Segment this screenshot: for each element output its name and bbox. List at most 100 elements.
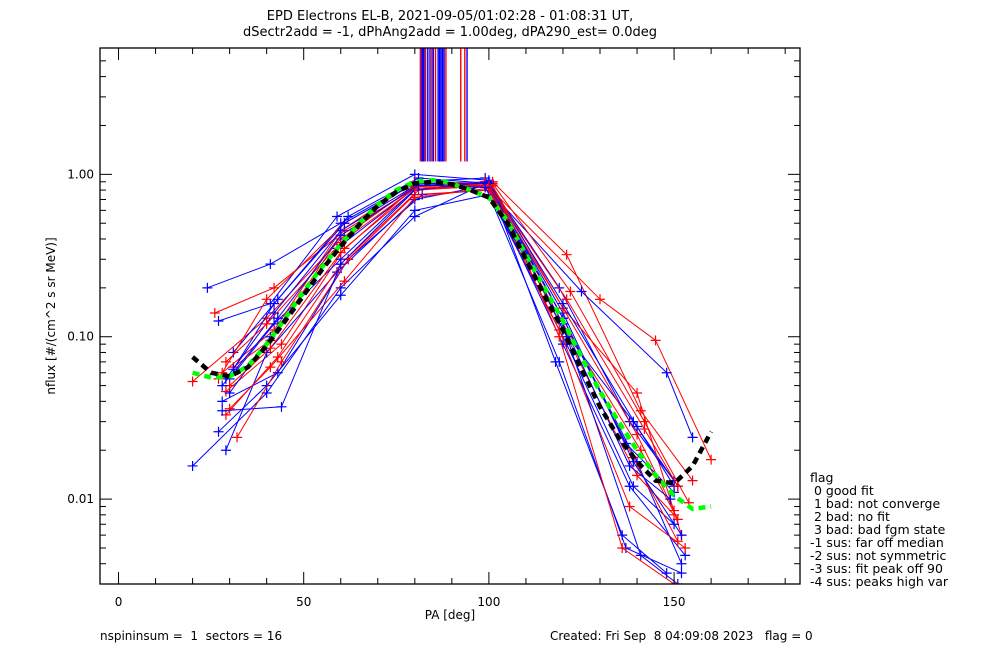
series-line xyxy=(225,185,682,536)
data-point-plus xyxy=(632,388,643,399)
series-line xyxy=(229,181,686,556)
data-point-plus xyxy=(576,286,587,297)
series-line xyxy=(218,182,675,511)
data-point-plus xyxy=(261,380,272,391)
data-point-plus xyxy=(639,424,650,435)
series-spectrum-15 xyxy=(220,176,683,547)
y-axis-label: nflux [#/(cm^2 s sr MeV)] xyxy=(44,237,58,394)
data-point-plus xyxy=(272,313,283,324)
legend-entry: -3 sus: fit peak off 90 xyxy=(810,561,943,576)
series-spectrum-20 xyxy=(217,176,683,584)
data-point-plus xyxy=(672,481,683,492)
data-point-plus xyxy=(628,481,639,492)
legend-entry: 1 bad: not converge xyxy=(810,496,940,511)
data-point-plus xyxy=(561,294,572,305)
data-point-plus xyxy=(276,356,287,367)
data-point-plus xyxy=(706,454,717,465)
series-line xyxy=(218,194,675,525)
series-spectrum-19 xyxy=(213,178,680,516)
series-line xyxy=(225,185,682,574)
vertical-markers xyxy=(419,48,468,162)
data-point-plus xyxy=(635,550,646,561)
legend-title: flag xyxy=(810,470,833,485)
data-point-plus xyxy=(676,530,687,541)
data-point-plus xyxy=(343,254,354,265)
data-point-plus xyxy=(220,356,231,367)
data-point-plus xyxy=(202,282,213,293)
data-point-plus xyxy=(480,182,491,193)
x-axis-label: PA [deg] xyxy=(425,608,475,622)
series-line xyxy=(207,177,675,481)
series-spectrum-22 xyxy=(228,178,680,492)
data-point-plus xyxy=(220,445,231,456)
fit-curves xyxy=(191,177,714,512)
data-point-plus xyxy=(276,339,287,350)
series-line xyxy=(232,177,668,574)
y-tick-label: 0.01 xyxy=(67,492,94,506)
data-point-plus xyxy=(672,536,683,547)
series-spectrum-10 xyxy=(220,180,687,579)
data-point-plus xyxy=(687,475,698,486)
legend: flag 0 good fit 1 bad: not converge 2 ba… xyxy=(810,470,949,589)
data-point-plus xyxy=(409,205,420,216)
chart-title-line1: EPD Electrons EL-B, 2021-09-05/01:02:28 … xyxy=(267,9,633,24)
series-spectrum-1 xyxy=(187,176,687,569)
data-point-plus xyxy=(332,211,343,222)
data-point-plus xyxy=(680,542,691,553)
data-point-plus xyxy=(265,362,276,373)
legend-entry: -1 sus: far off median xyxy=(810,535,944,550)
data-point-plus xyxy=(687,432,698,443)
data-point-plus xyxy=(676,568,687,579)
series-line xyxy=(225,185,679,487)
data-point-plus xyxy=(343,211,354,222)
legend-entry: 0 good fit xyxy=(810,483,874,498)
legend-entry: -4 sus: peaks high var xyxy=(810,574,949,589)
footer-right: Created: Fri Sep 8 04:09:08 2023 flag = … xyxy=(550,629,813,643)
data-point-plus xyxy=(617,542,628,553)
data-point-plus xyxy=(232,432,243,443)
data-point-plus xyxy=(339,218,350,229)
data-point-plus xyxy=(650,335,661,346)
series-line xyxy=(192,181,682,564)
data-point-plus xyxy=(669,505,680,516)
plot-frame xyxy=(99,47,801,585)
data-series xyxy=(187,169,717,584)
legend-entry: 2 bad: no fit xyxy=(810,509,890,524)
data-point-plus xyxy=(624,501,635,512)
data-point-plus xyxy=(217,380,228,391)
data-point-plus xyxy=(335,230,346,241)
series-spectrum-16 xyxy=(224,180,680,498)
data-point-plus xyxy=(265,259,276,270)
data-point-plus xyxy=(617,530,628,541)
data-point-plus xyxy=(224,403,235,414)
x-tick-label: 50 xyxy=(296,595,311,609)
data-point-plus xyxy=(269,282,280,293)
data-point-plus xyxy=(565,286,576,297)
fit-black xyxy=(191,179,714,486)
data-point-plus xyxy=(187,460,198,471)
series-line xyxy=(218,173,679,487)
data-point-plus xyxy=(213,426,224,437)
data-point-plus xyxy=(217,405,228,416)
legend-entry: -2 sus: not symmetric xyxy=(810,548,946,563)
data-point-plus xyxy=(209,307,220,318)
x-tick-label: 150 xyxy=(663,595,686,609)
series-line xyxy=(221,184,671,500)
series-line xyxy=(225,182,682,536)
data-point-plus xyxy=(261,294,272,305)
data-point-plus xyxy=(335,290,346,301)
data-point-plus xyxy=(335,259,346,270)
data-point-plus xyxy=(187,376,198,387)
data-point-plus xyxy=(624,460,635,471)
data-point-plus xyxy=(595,294,605,305)
data-point-plus xyxy=(661,367,672,378)
footer-left: nspininsum = 1 sectors = 16 xyxy=(100,629,282,643)
x-tick-label: 0 xyxy=(115,595,123,609)
data-point-plus xyxy=(632,421,643,432)
chart-title-line2: dSectr2add = -1, dPhAng2add = 1.00deg, d… xyxy=(243,25,657,40)
series-line xyxy=(236,189,686,549)
data-point-plus xyxy=(550,356,561,367)
data-point-plus xyxy=(339,276,350,287)
y-tick-label: 1.00 xyxy=(67,167,94,181)
